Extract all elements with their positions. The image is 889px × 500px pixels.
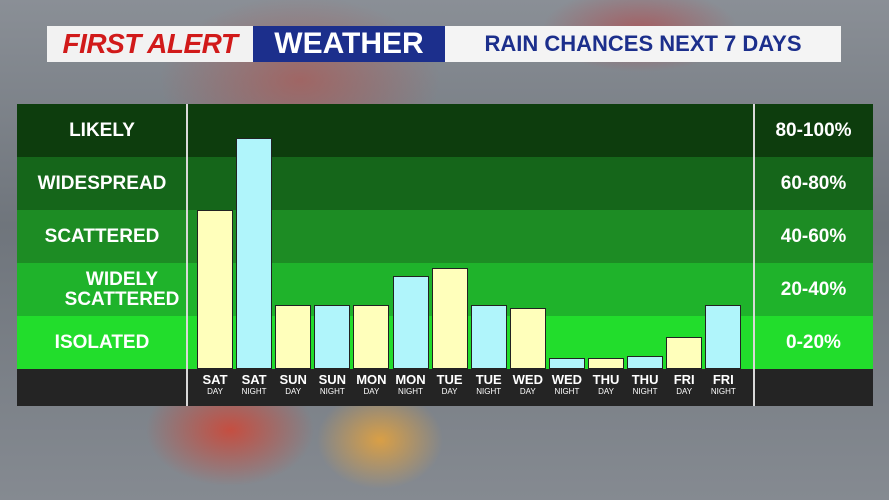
- x-tick-label: WED NIGHT: [548, 370, 586, 397]
- x-tick-day: TUE: [475, 372, 502, 387]
- bar-tue-night: [470, 305, 507, 369]
- band-label: WIDELY SCATTERED: [64, 268, 180, 310]
- band-widespread: [17, 157, 873, 210]
- x-tick-period: DAY: [207, 387, 223, 396]
- x-tick-day: FRI: [712, 372, 734, 387]
- weather-text: WEATHER: [274, 27, 424, 60]
- band-range-label: 20-40%: [780, 278, 847, 300]
- x-tick-label: THU NIGHT: [626, 370, 664, 397]
- x-tick-label: FRI NIGHT: [704, 370, 742, 397]
- bar-wed-night: [548, 358, 585, 369]
- x-tick-day: SAT: [202, 372, 228, 387]
- bar-sat-night: [236, 138, 273, 369]
- band-label: LIKELY: [69, 119, 135, 141]
- right-divider: [753, 104, 755, 406]
- x-tick-period: NIGHT: [476, 387, 502, 396]
- x-tick-day: TUE: [436, 372, 463, 387]
- bar-fri-day: [666, 337, 703, 369]
- band-likely: [17, 104, 873, 157]
- x-tick-period: NIGHT: [241, 387, 267, 396]
- x-tick-period: DAY: [441, 387, 458, 396]
- x-tick-label: THU DAY: [587, 370, 625, 397]
- x-tick-label: MON NIGHT: [392, 370, 430, 397]
- band-scattered: [17, 210, 873, 263]
- bar-mon-day: [353, 305, 390, 369]
- bar-mon-night: [392, 276, 429, 369]
- x-tick-day: WED: [551, 372, 583, 387]
- x-tick-period: NIGHT: [319, 387, 345, 396]
- rain-chance-chart: LIKELY 80-100% WIDESPREAD 60-80% SCATTERED 40…: [17, 104, 873, 406]
- x-tick-label: WED DAY: [509, 370, 547, 397]
- x-tick-label: FRI DAY: [665, 370, 703, 397]
- bar-thu-day: [588, 358, 624, 369]
- x-tick-period: DAY: [676, 387, 693, 396]
- x-tick-period: NIGHT: [554, 387, 580, 396]
- title-banner: FIRST ALERT WEATHER RAIN CHANCES NEXT 7 …: [47, 26, 841, 62]
- x-tick-day: SAT: [241, 372, 267, 387]
- bar-sun-night: [314, 305, 351, 369]
- bar-wed-day: [509, 308, 546, 369]
- band-range-label: 40-60%: [780, 225, 847, 247]
- first-alert-text: FIRST ALERT: [62, 28, 238, 59]
- left-divider: [186, 104, 188, 406]
- x-tick-day: WED: [512, 372, 543, 387]
- x-tick-period: DAY: [598, 387, 614, 396]
- band-range-label: 80-100%: [775, 119, 852, 141]
- x-tick-day: MON: [395, 372, 426, 387]
- x-tick-label: MON DAY: [352, 370, 390, 397]
- x-tick-label: TUE NIGHT: [470, 370, 508, 397]
- bar-fri-night: [705, 305, 742, 369]
- band-range-label: 60-80%: [780, 172, 847, 194]
- x-tick-period: NIGHT: [632, 387, 658, 396]
- bar-thu-night: [627, 355, 664, 369]
- band-label: SCATTERED: [44, 225, 160, 247]
- x-tick-day: MON: [356, 372, 387, 387]
- x-axis-area: [17, 369, 873, 406]
- x-tick-period: NIGHT: [710, 387, 736, 396]
- band-label: ISOLATED: [54, 331, 150, 353]
- bar-sat-day: [197, 210, 233, 369]
- chart-title-box: RAIN CHANCES NEXT 7 DAYS: [445, 26, 841, 62]
- x-tick-day: SUN: [279, 372, 307, 387]
- first-alert-logo: FIRST ALERT: [47, 26, 253, 62]
- x-tick-day: FRI: [673, 372, 695, 387]
- chart-title: RAIN CHANCES NEXT 7 DAYS: [484, 31, 802, 56]
- x-tick-day: THU: [592, 372, 620, 387]
- bar-tue-day: [431, 268, 468, 369]
- x-tick-day: SUN: [318, 372, 347, 387]
- band-range-label: 0-20%: [786, 331, 841, 353]
- x-tick-period: DAY: [285, 387, 302, 396]
- band-label: WIDESPREAD: [37, 172, 167, 194]
- bar-sun-day: [275, 305, 312, 369]
- x-tick-day: THU: [631, 372, 659, 387]
- weather-label-box: WEATHER: [253, 26, 445, 62]
- x-tick-label: TUE DAY: [431, 370, 469, 397]
- x-tick-label: SAT NIGHT: [235, 370, 273, 397]
- x-tick-period: DAY: [519, 387, 536, 396]
- x-tick-label: SAT DAY: [196, 370, 234, 397]
- x-tick-label: SUN NIGHT: [313, 370, 351, 397]
- x-tick-label: SUN DAY: [274, 370, 312, 397]
- x-tick-period: DAY: [363, 387, 380, 396]
- x-tick-period: NIGHT: [398, 387, 423, 396]
